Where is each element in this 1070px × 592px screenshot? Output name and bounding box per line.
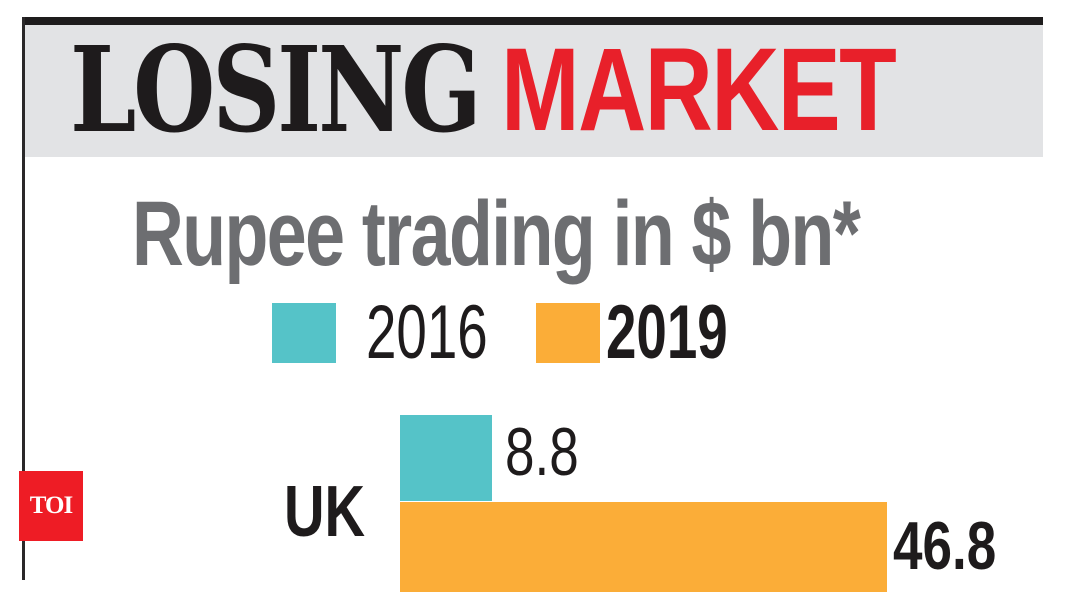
header-band xyxy=(25,25,1043,157)
frame-left-border xyxy=(22,17,25,580)
legend-label-2016: 2016 xyxy=(366,290,488,375)
chart-title: LOSING MARKET xyxy=(70,20,897,159)
legend-swatch-2016 xyxy=(272,303,336,363)
frame-top-border xyxy=(22,17,1043,25)
toi-logo-badge: TOI xyxy=(19,471,83,541)
category-label-uk: UK xyxy=(284,472,366,552)
chart-subtitle: Rupee trading in $ bn* xyxy=(132,183,861,285)
legend: 2016 2019 xyxy=(272,295,775,371)
title-word-market: MARKET xyxy=(501,24,897,156)
bar-uk-2016 xyxy=(400,415,492,501)
legend-label-2019: 2019 xyxy=(606,290,728,375)
value-label-uk-2016: 8.8 xyxy=(504,414,579,490)
bar-uk-2019 xyxy=(400,502,887,592)
value-label-uk-2019: 46.8 xyxy=(892,508,996,584)
title-word-losing: LOSING xyxy=(70,20,482,159)
legend-swatch-2019 xyxy=(536,303,600,363)
